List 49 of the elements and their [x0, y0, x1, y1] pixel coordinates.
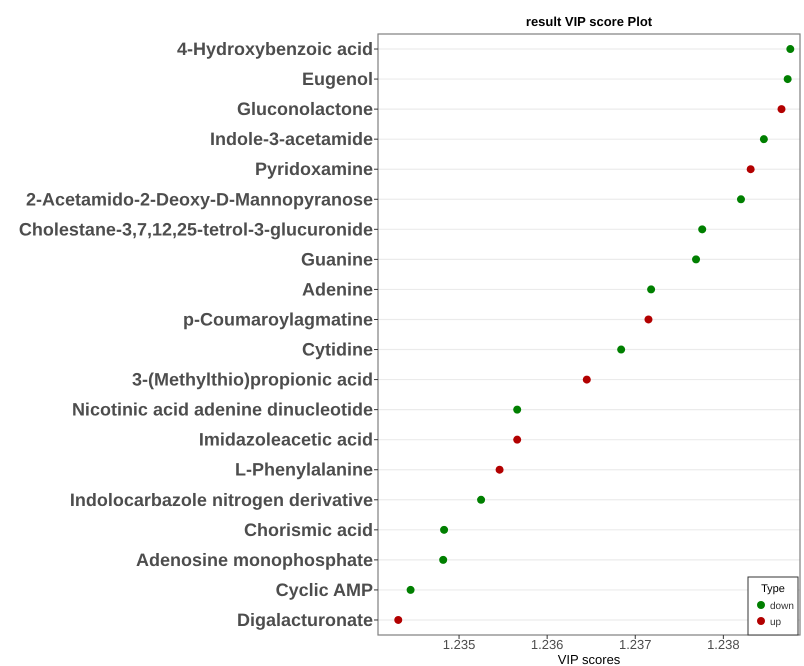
point [786, 45, 794, 54]
legend-title: Type [761, 583, 785, 595]
point [513, 436, 522, 444]
y-tick-label: Indole-3-acetamide [210, 129, 373, 150]
y-tick-label: 3-(Methylthio)propionic acid [132, 370, 373, 390]
point [644, 315, 652, 324]
x-axis-title: VIP scores [558, 652, 621, 666]
y-tick-label: Pyridoxamine [254, 159, 373, 180]
point [692, 255, 700, 264]
y-tick-label: Cholestane-3,7,12,25-tetrol-3-glucuronide [18, 219, 373, 240]
point [513, 406, 522, 414]
point [394, 616, 402, 624]
point [778, 105, 786, 114]
y-tick-label: Nicotinic acid adenine dinucleotide [72, 400, 373, 420]
y-tick-label: p-Coumaroylagmatine [182, 309, 373, 330]
y-tick-label: Cytidine [302, 340, 373, 360]
point [582, 376, 591, 384]
y-tick-label: 4-Hydroxybenzoic acid [176, 39, 373, 60]
point [736, 195, 745, 204]
point [406, 586, 415, 594]
point [440, 526, 448, 534]
y-tick-label: 2-Acetamido-2-Deoxy-D-Mannopyranose [26, 189, 373, 210]
y-tick-label: Cyclic AMP [276, 580, 373, 600]
x-tick-label: 1.235 [442, 637, 476, 652]
point [784, 75, 792, 84]
y-tick-label: Imidazoleacetic acid [198, 430, 373, 450]
point [760, 135, 768, 144]
point [477, 496, 486, 504]
y-tick-label: Indolocarbazole nitrogen derivative [70, 490, 373, 510]
y-tick-label: Eugenol [302, 69, 373, 90]
point [439, 556, 448, 564]
y-tick-label: L-Phenylalanine [234, 460, 373, 480]
point [698, 225, 706, 234]
point [617, 346, 626, 354]
y-tick-label: Guanine [300, 249, 373, 270]
y-tick-label: Chorismic acid [244, 520, 373, 540]
x-tick-label: 1.238 [707, 637, 740, 652]
point [496, 466, 504, 474]
point [746, 165, 755, 174]
y-tick-label: Adenosine monophosphate [136, 550, 373, 570]
x-tick-label: 1.237 [618, 637, 652, 652]
chart-title: result VIP score Plot [526, 14, 653, 29]
point [647, 285, 656, 294]
y-tick-label: Digalacturonate [236, 610, 373, 630]
legend-label: up [770, 617, 782, 628]
y-tick-label: Adenine [302, 279, 373, 300]
x-tick-label: 1.236 [530, 637, 564, 652]
legend-label: down [770, 601, 794, 612]
y-tick-label: Gluconolactone [236, 99, 373, 120]
